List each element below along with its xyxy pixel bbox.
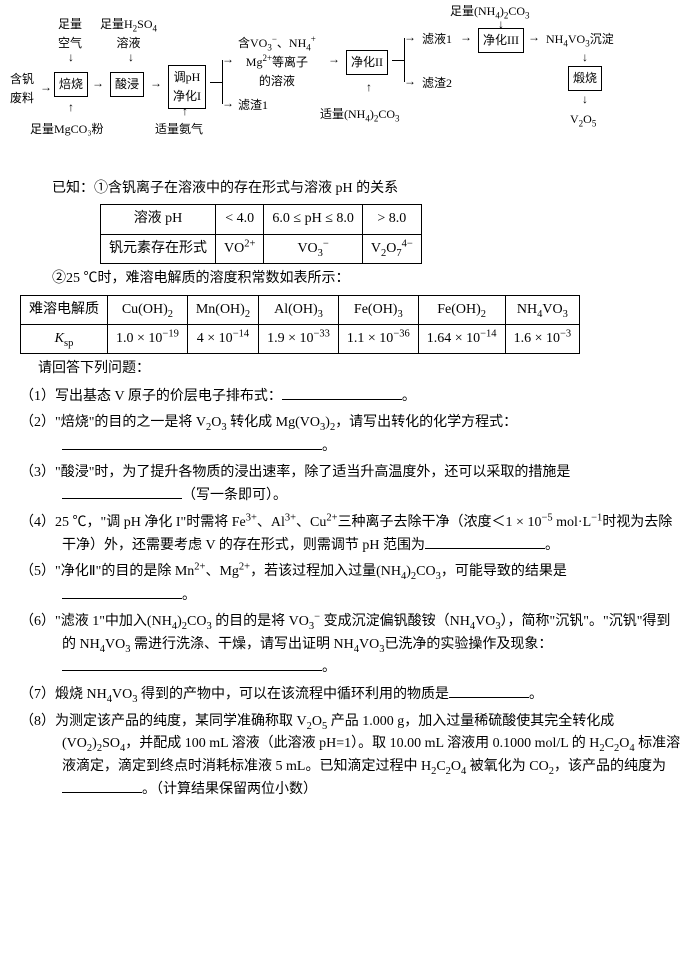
cell: Al(OH)3 xyxy=(259,295,339,324)
process-flowchart: 含钒废料 足量空气 足量H2SO4溶液 焙烧 足量MgCO₃粉 酸浸 调pH净化… xyxy=(10,10,680,170)
arrow xyxy=(328,50,340,69)
q2-post: 。 xyxy=(322,439,336,454)
q3-text: （3）"酸浸"时，为了提升各物质的浸出速率，除了适当升高温度外，还可以采取的措施… xyxy=(20,465,570,480)
cell: 1.0 × 10−19 xyxy=(108,324,188,353)
q8-post: 。（计算结果保留两位小数） xyxy=(142,782,317,797)
arrow xyxy=(150,74,162,93)
arrow xyxy=(182,102,188,121)
residue1: 滤渣1 xyxy=(238,96,268,115)
cell: 1.9 × 10−33 xyxy=(259,324,339,353)
cell: 1.6 × 10−3 xyxy=(505,324,580,353)
box-calcine: 煅烧 xyxy=(568,66,602,91)
q5-post: 。 xyxy=(182,588,196,603)
arrow xyxy=(68,48,74,67)
blank xyxy=(62,584,182,599)
blank xyxy=(62,656,322,671)
input-nh42co3-top: 足量(NH4)2CO3 xyxy=(450,2,530,21)
line xyxy=(210,82,222,83)
cell: Fe(OH)3 xyxy=(338,295,418,324)
arrow xyxy=(222,50,234,69)
question-8: （8）为测定该产品的纯度，某同学准确称取 V2O5 产品 1.000 g，加入过… xyxy=(52,711,682,802)
blank xyxy=(62,484,182,499)
q1-text: （1）写出基态 V 原子的价层电子排布式： xyxy=(20,389,282,404)
question-6: （6）"滤液 1"中加入(NH4)2CO3 的目的是将 VO3− 变成沉淀偏钒酸… xyxy=(52,611,682,679)
q7-post: 。 xyxy=(529,687,543,702)
input-nh42co3-bot: 适量(NH4)2CO3 xyxy=(320,105,400,124)
cell: Mn(OH)2 xyxy=(187,295,258,324)
q8-text: （8）为测定该产品的纯度，某同学准确称取 V2O5 产品 1.000 g，加入过… xyxy=(20,714,680,774)
known-1-intro: 已知：①含钒离子在溶液中的存在形式与溶液 pH 的关系 xyxy=(52,178,682,200)
cell: VO2+ xyxy=(216,234,264,263)
question-2: （2）"焙烧"的目的之一是将 V2O3 转化成 Mg(VO3)2，请写出转化的化… xyxy=(52,412,682,458)
blank xyxy=(62,435,322,450)
cell: 1.64 × 10−14 xyxy=(418,324,505,353)
cell: Ksp xyxy=(21,324,108,353)
q1-post: 。 xyxy=(402,389,416,404)
arrow xyxy=(92,74,104,93)
blank xyxy=(449,683,529,698)
cell: Fe(OH)2 xyxy=(418,295,505,324)
cell: 4 × 10−14 xyxy=(187,324,258,353)
blank xyxy=(282,385,402,400)
q4-text: （4）25 ℃，"调 pH 净化 I"时需将 Fe3+、Al3+、Cu2+三种离… xyxy=(20,515,672,553)
question-7: （7）煅烧 NH4VO3 得到的产物中，可以在该流程中循环利用的物质是。 xyxy=(52,683,682,706)
arrow xyxy=(460,28,472,47)
box-roast: 焙烧 xyxy=(54,72,88,97)
q5-text: （5）"净化Ⅱ"的目的是除 Mn2+、Mg2+，若该过程加入过量(NH4)2CO… xyxy=(20,564,567,579)
arrow xyxy=(404,72,416,91)
arrow xyxy=(128,48,134,67)
blank xyxy=(425,534,545,549)
arrow xyxy=(366,78,372,97)
known-2-intro: ②25 ℃时，难溶电解质的溶度积常数如表所示： xyxy=(52,268,682,290)
precipitate: NH4VO3沉淀 xyxy=(546,30,614,49)
q6-text: （6）"滤液 1"中加入(NH4)2CO3 的目的是将 VO3− 变成沉淀偏钒酸… xyxy=(20,614,670,651)
arrow xyxy=(40,78,52,97)
q6-post: 。 xyxy=(322,660,336,675)
input-mgco3: 足量MgCO₃粉 xyxy=(30,120,104,139)
filtrate1: 滤液1 xyxy=(422,30,452,49)
cell: V2O74− xyxy=(362,234,421,263)
cell: 钒元素存在形式 xyxy=(101,234,216,263)
residue2: 滤渣2 xyxy=(422,74,452,93)
arrow xyxy=(528,28,540,47)
stream1: 含VO3−、NH4+Mg2+等离子的溶液 xyxy=(238,34,316,92)
cell: < 4.0 xyxy=(216,205,264,234)
box-purify2: 净化II xyxy=(346,50,388,75)
cell: 1.1 × 10−36 xyxy=(338,324,418,353)
cell: NH4VO3 xyxy=(505,295,580,324)
line xyxy=(392,60,404,61)
q4-post: 。 xyxy=(545,538,559,553)
answer-prompt: 请回答下列问题： xyxy=(38,358,682,380)
input-nh3: 适量氨气 xyxy=(155,120,203,139)
cell: VO3− xyxy=(264,234,362,263)
ph-form-table: 溶液 pH < 4.0 6.0 ≤ pH ≤ 8.0 > 8.0 钒元素存在形式… xyxy=(100,204,422,264)
q2-text: （2）"焙烧"的目的之一是将 V2O3 转化成 Mg(VO3)2，请写出转化的化… xyxy=(20,415,517,430)
q3-post: （写一条即可）。 xyxy=(182,488,287,503)
arrow xyxy=(404,28,416,47)
arrow xyxy=(498,15,504,34)
box-acid-leach: 酸浸 xyxy=(110,72,144,97)
cell: Cu(OH)2 xyxy=(108,295,188,324)
ksp-table: 难溶电解质 Cu(OH)2 Mn(OH)2 Al(OH)3 Fe(OH)3 Fe… xyxy=(20,295,580,355)
cell: 溶液 pH xyxy=(101,205,216,234)
start-material: 含钒废料 xyxy=(10,70,34,108)
cell: > 8.0 xyxy=(362,205,421,234)
blank xyxy=(62,778,142,793)
question-5: （5）"净化Ⅱ"的目的是除 Mn2+、Mg2+，若该过程加入过量(NH4)2CO… xyxy=(52,561,682,607)
question-3: （3）"酸浸"时，为了提升各物质的浸出速率，除了适当升高温度外，还可以采取的措施… xyxy=(52,462,682,508)
arrow xyxy=(582,48,588,67)
question-4: （4）25 ℃，"调 pH 净化 I"时需将 Fe3+、Al3+、Cu2+三种离… xyxy=(52,512,682,558)
arrow xyxy=(222,94,234,113)
question-1: （1）写出基态 V 原子的价层电子排布式：。 xyxy=(52,385,682,408)
arrow xyxy=(582,90,588,109)
product: V2O5 xyxy=(570,110,596,129)
q7-text: （7）煅烧 NH4VO3 得到的产物中，可以在该流程中循环利用的物质是 xyxy=(20,687,449,702)
cell: 6.0 ≤ pH ≤ 8.0 xyxy=(264,205,362,234)
arrow xyxy=(68,98,74,117)
cell: 难溶电解质 xyxy=(21,295,108,324)
